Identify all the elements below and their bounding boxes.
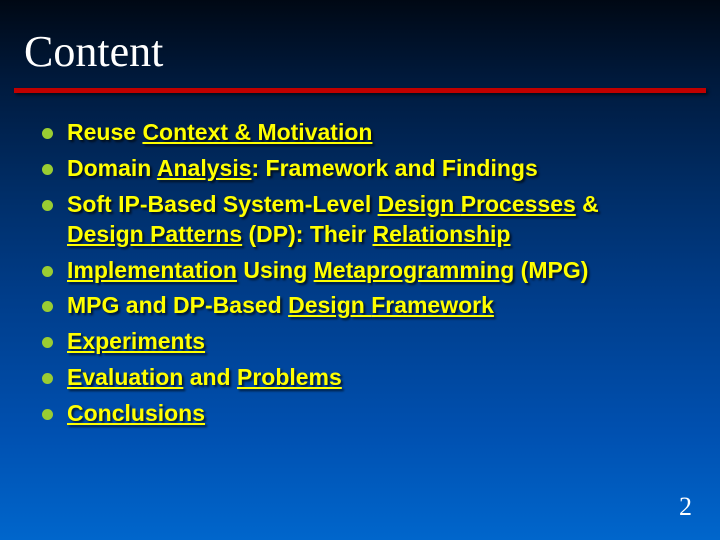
bullet-icon (42, 373, 53, 384)
list-item: MPG and DP-Based Design Framework (42, 291, 680, 321)
bullet-icon (42, 266, 53, 277)
list-item: Soft IP-Based System-Level Design Proces… (42, 190, 680, 250)
bullet-icon (42, 301, 53, 312)
page-number: 2 (679, 492, 692, 522)
list-item-text: Domain Analysis: Framework and Findings (67, 154, 538, 184)
list-item: Domain Analysis: Framework and Findings (42, 154, 680, 184)
list-item-text: Soft IP-Based System-Level Design Proces… (67, 190, 680, 250)
list-item: Reuse Context & Motivation (42, 118, 680, 148)
list-item: Experiments (42, 327, 680, 357)
list-item-text: Experiments (67, 327, 205, 357)
list-item: Implementation Using Metaprogramming (MP… (42, 256, 680, 286)
list-item-text: Implementation Using Metaprogramming (MP… (67, 256, 588, 286)
slide: Content Reuse Context & Motivation Domain… (0, 0, 720, 540)
bullet-icon (42, 409, 53, 420)
bullet-list: Reuse Context & Motivation Domain Analysi… (42, 118, 680, 435)
bullet-icon (42, 128, 53, 139)
slide-title: Content (24, 26, 163, 77)
bullet-icon (42, 200, 53, 211)
list-item-text: MPG and DP-Based Design Framework (67, 291, 494, 321)
list-item: Conclusions (42, 399, 680, 429)
list-item-text: Conclusions (67, 399, 205, 429)
list-item-text: Reuse Context & Motivation (67, 118, 372, 148)
bullet-icon (42, 337, 53, 348)
divider-rule (14, 88, 706, 93)
list-item-text: Evaluation and Problems (67, 363, 342, 393)
bullet-icon (42, 164, 53, 175)
list-item: Evaluation and Problems (42, 363, 680, 393)
